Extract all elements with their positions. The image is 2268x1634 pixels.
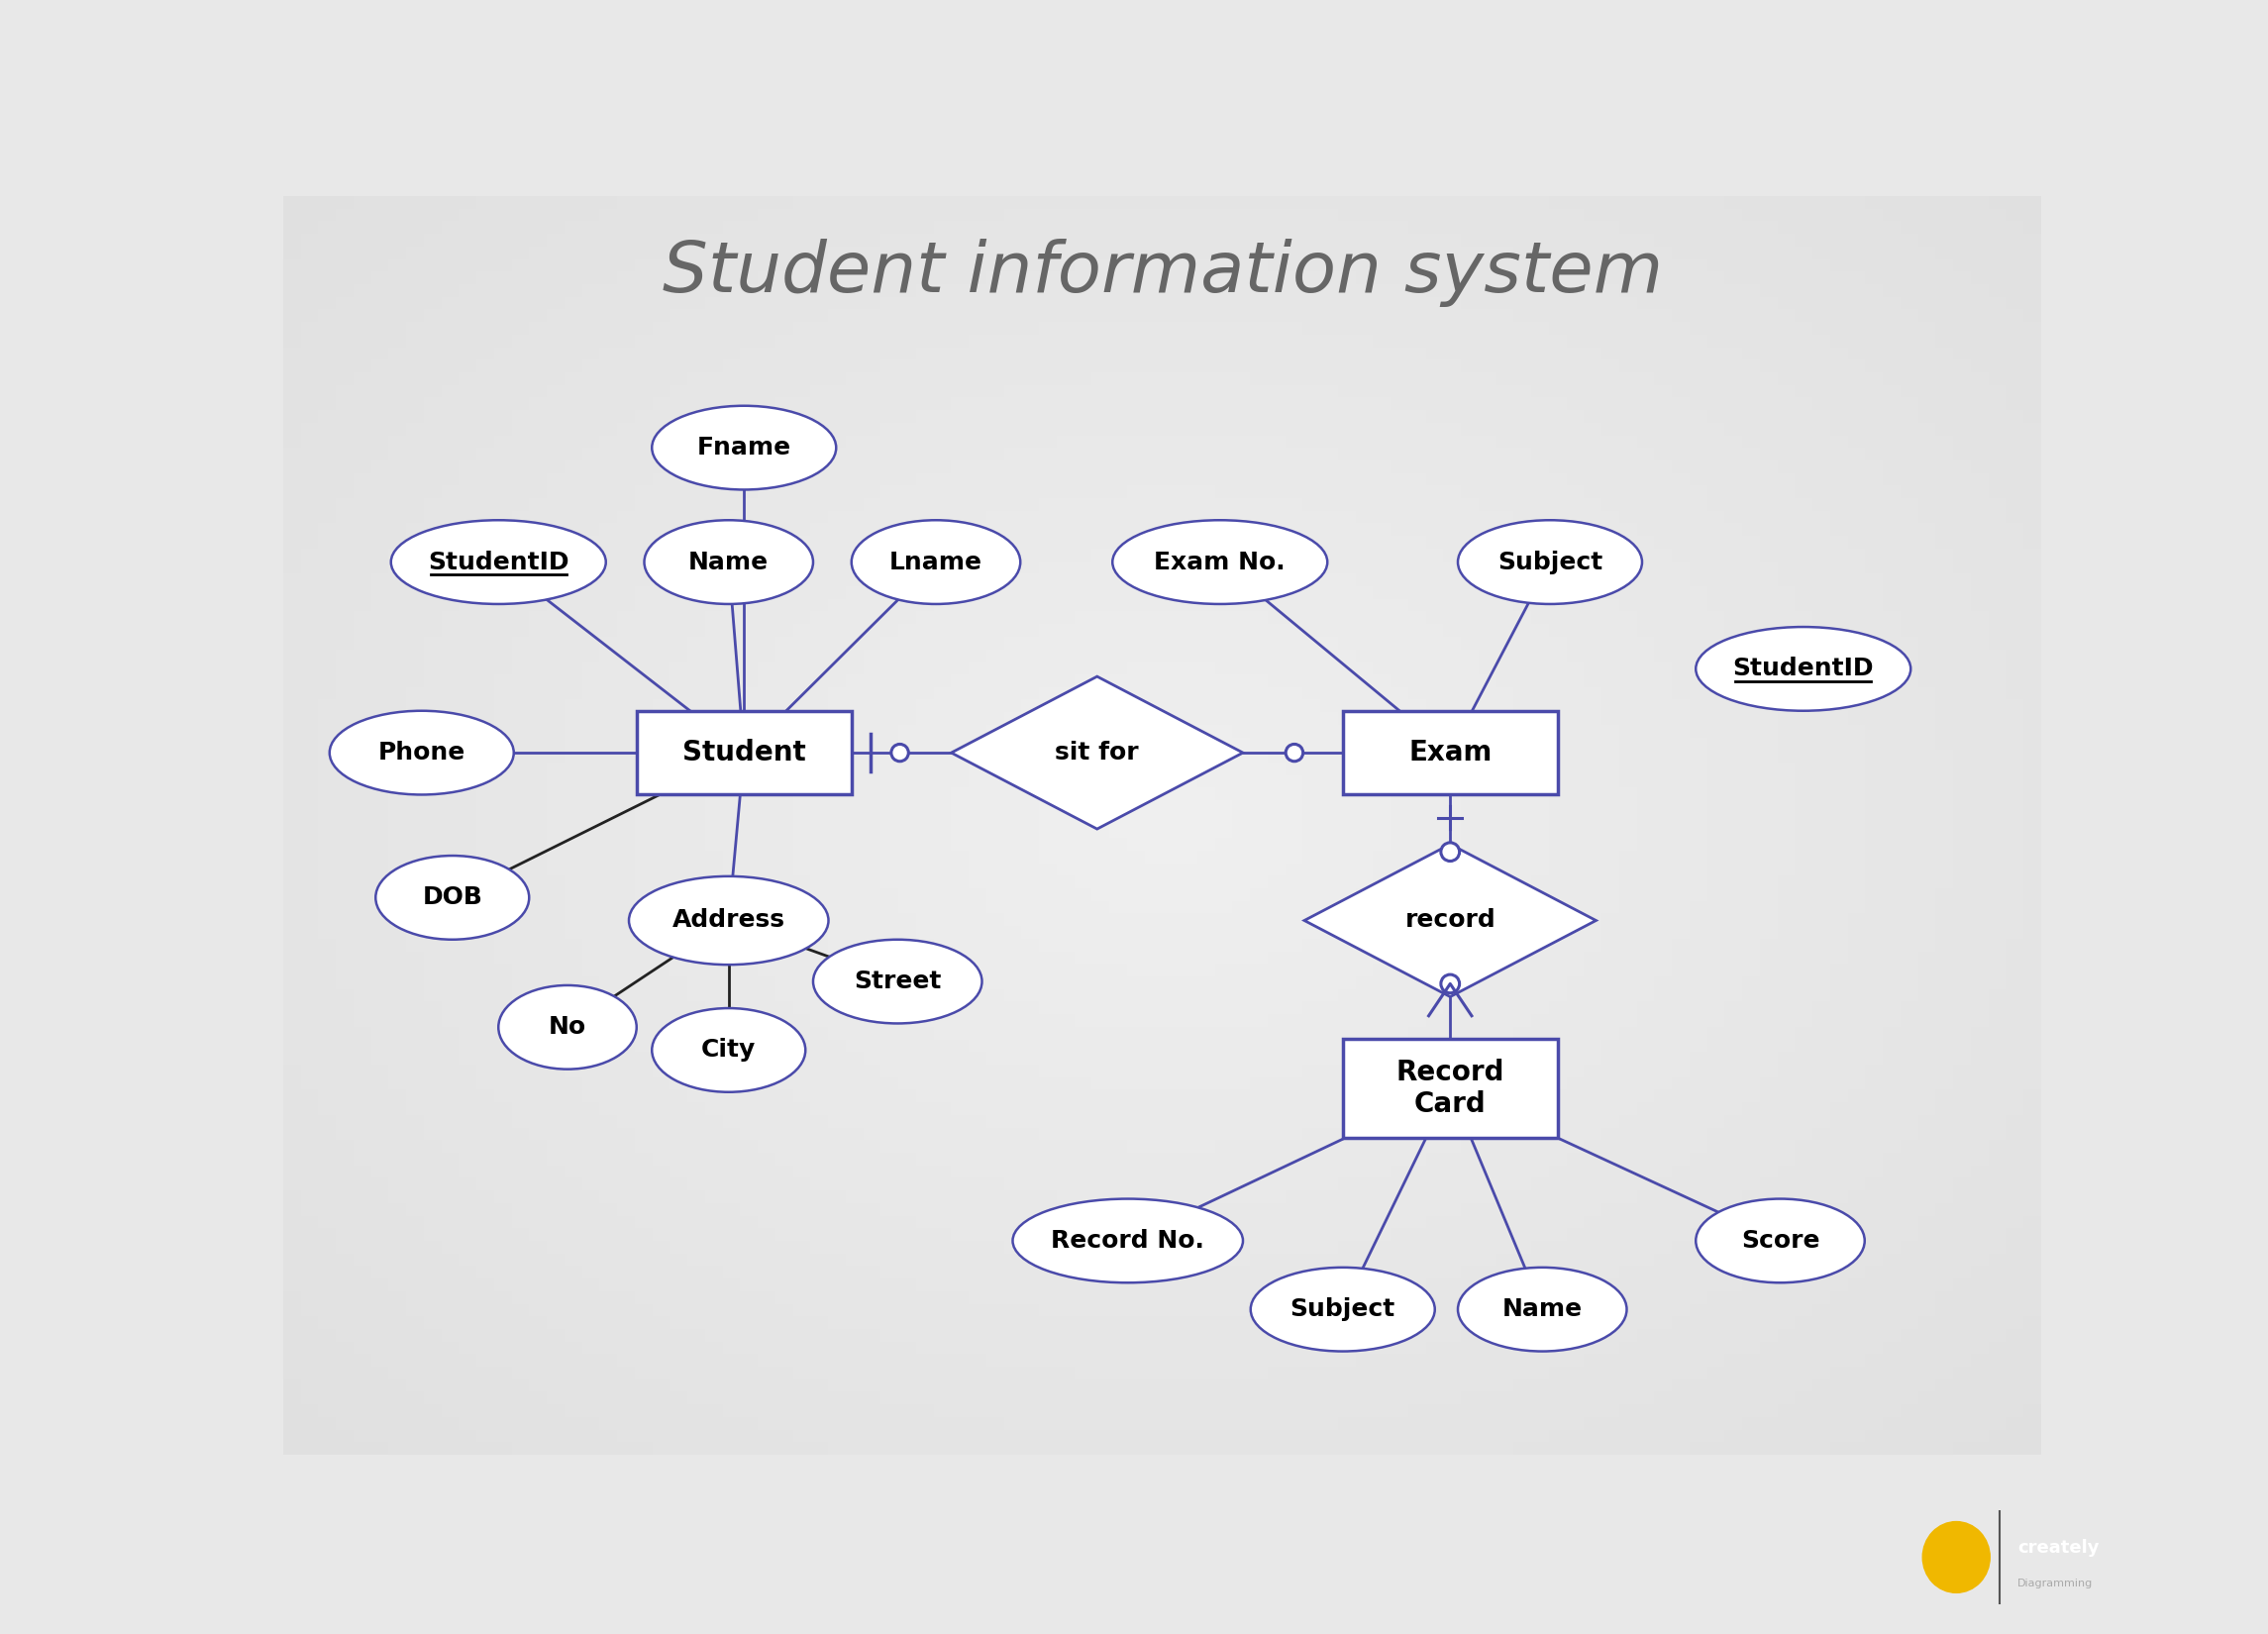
Ellipse shape bbox=[651, 405, 837, 490]
Ellipse shape bbox=[644, 520, 814, 605]
Text: Student information system: Student information system bbox=[662, 239, 1662, 307]
Ellipse shape bbox=[850, 520, 1021, 605]
Text: Name: Name bbox=[1501, 1297, 1583, 1322]
Text: Address: Address bbox=[671, 909, 785, 933]
Polygon shape bbox=[1304, 845, 1597, 997]
Text: Score: Score bbox=[1742, 1229, 1819, 1253]
Ellipse shape bbox=[814, 940, 982, 1023]
Ellipse shape bbox=[1458, 520, 1642, 605]
Text: creately: creately bbox=[2019, 1539, 2100, 1557]
Text: Subject: Subject bbox=[1497, 551, 1603, 574]
Text: Exam: Exam bbox=[1408, 739, 1492, 766]
Text: Fname: Fname bbox=[696, 436, 792, 459]
Text: Name: Name bbox=[689, 551, 769, 574]
Ellipse shape bbox=[1696, 627, 1910, 711]
Ellipse shape bbox=[628, 876, 828, 964]
Ellipse shape bbox=[1458, 1268, 1626, 1351]
Text: Exam No.: Exam No. bbox=[1154, 551, 1286, 574]
Ellipse shape bbox=[1286, 743, 1304, 761]
Ellipse shape bbox=[329, 711, 515, 794]
Text: No: No bbox=[549, 1015, 587, 1039]
Ellipse shape bbox=[1440, 843, 1461, 861]
Polygon shape bbox=[950, 676, 1243, 828]
Text: DOB: DOB bbox=[422, 886, 483, 910]
Text: Record
Card: Record Card bbox=[1397, 1059, 1504, 1118]
Bar bbox=[637, 711, 850, 794]
Bar bbox=[1343, 711, 1558, 794]
Ellipse shape bbox=[390, 520, 606, 605]
Ellipse shape bbox=[376, 856, 528, 940]
Bar bbox=[1343, 1039, 1558, 1137]
Text: Record No.: Record No. bbox=[1050, 1229, 1204, 1253]
Ellipse shape bbox=[651, 1008, 805, 1092]
Text: Student: Student bbox=[683, 739, 805, 766]
Ellipse shape bbox=[1696, 1199, 1864, 1283]
Text: sit for: sit for bbox=[1055, 740, 1139, 765]
Text: StudentID: StudentID bbox=[1733, 657, 1873, 681]
Ellipse shape bbox=[891, 743, 909, 761]
Text: Street: Street bbox=[853, 969, 941, 993]
Text: Diagramming: Diagramming bbox=[2019, 1578, 2093, 1588]
Ellipse shape bbox=[499, 985, 637, 1069]
Text: Lname: Lname bbox=[889, 551, 982, 574]
Ellipse shape bbox=[1923, 1521, 1989, 1593]
Text: Subject: Subject bbox=[1290, 1297, 1395, 1322]
Text: StudentID: StudentID bbox=[429, 551, 569, 574]
Text: record: record bbox=[1404, 909, 1495, 933]
Ellipse shape bbox=[1114, 520, 1327, 605]
Ellipse shape bbox=[1250, 1268, 1436, 1351]
Ellipse shape bbox=[1440, 974, 1461, 993]
Text: City: City bbox=[701, 1038, 755, 1062]
Ellipse shape bbox=[1014, 1199, 1243, 1283]
Text: Phone: Phone bbox=[379, 740, 465, 765]
